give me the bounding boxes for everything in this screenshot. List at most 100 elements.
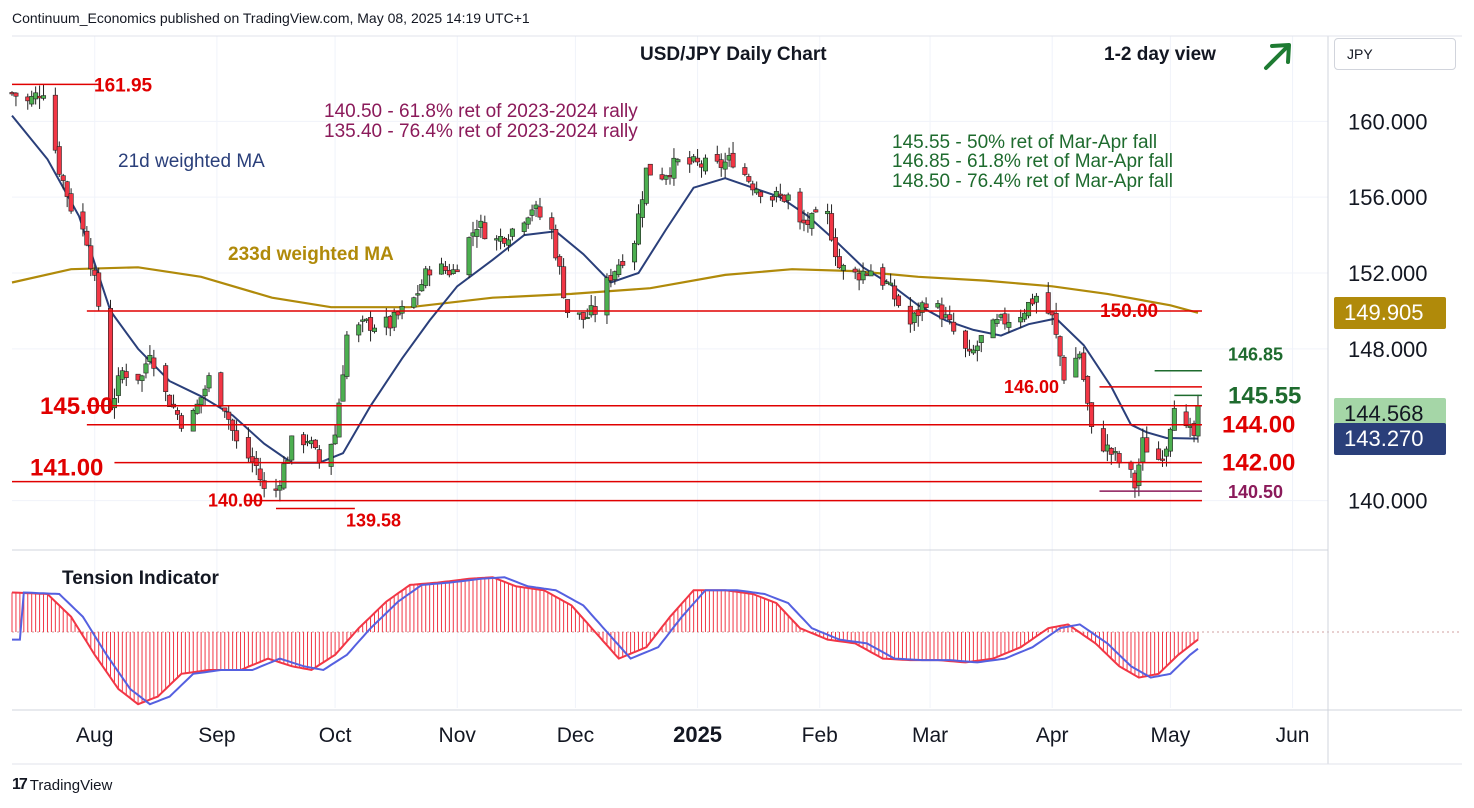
- candle: [671, 148, 677, 186]
- candle-body: [1053, 312, 1059, 335]
- candle: [482, 215, 488, 240]
- candle: [1018, 309, 1024, 329]
- candle-body: [285, 459, 291, 464]
- candle-body: [714, 154, 720, 162]
- candle-body: [529, 209, 535, 216]
- x-tick-label: Aug: [76, 724, 113, 747]
- x-tick-label: Mar: [912, 724, 948, 747]
- candle: [978, 335, 984, 353]
- currency-button[interactable]: JPY: [1334, 38, 1456, 70]
- candle-body: [1116, 453, 1122, 464]
- candle-body: [198, 397, 204, 406]
- level-label: 144.00: [1222, 412, 1295, 439]
- candle: [1160, 450, 1166, 467]
- candle-body: [1061, 356, 1067, 381]
- ma21-line: [11, 114, 1199, 464]
- candle-body: [419, 284, 425, 292]
- candle-body: [115, 375, 121, 396]
- candle-body: [1045, 292, 1051, 314]
- footer-brand[interactable]: 17 TradingView: [12, 776, 112, 794]
- candle-body: [356, 324, 362, 336]
- candle: [592, 296, 598, 323]
- candle-body: [896, 295, 902, 306]
- candle: [29, 90, 35, 107]
- tension-indicator: Tension Indicator: [11, 568, 1462, 706]
- candle: [423, 265, 429, 289]
- candle: [758, 190, 764, 204]
- candle-body: [64, 181, 70, 197]
- candle-body: [809, 213, 815, 229]
- candle: [218, 371, 224, 408]
- grid: [12, 36, 1328, 708]
- candle-body: [1002, 313, 1008, 325]
- candle: [356, 322, 362, 343]
- candle-body: [963, 330, 969, 349]
- candle: [1085, 375, 1091, 411]
- candle: [1100, 420, 1106, 453]
- candle-body: [206, 375, 212, 389]
- tension-signal-line: [12, 576, 1199, 706]
- candle: [553, 224, 559, 261]
- candle: [281, 456, 287, 491]
- candle-body: [33, 92, 39, 100]
- x-tick-label: Sep: [198, 724, 235, 747]
- candle: [466, 236, 472, 279]
- candle: [635, 204, 641, 246]
- candle-body: [825, 210, 831, 215]
- candle-body: [245, 437, 251, 459]
- axes: Aug Sep Oct Nov Dec 2025 Feb Mar Apr May Jun 160.00…: [12, 35, 1462, 765]
- level-label: 146.00: [1004, 377, 1059, 397]
- candle-body: [730, 152, 736, 168]
- candle: [167, 394, 173, 407]
- candle: [1156, 441, 1162, 461]
- x-tick-label: May: [1151, 724, 1191, 747]
- candle: [1006, 313, 1012, 334]
- candle: [825, 203, 831, 225]
- candle-body: [888, 282, 894, 286]
- level-label: 150.00: [1100, 301, 1158, 322]
- candle-body: [632, 243, 638, 263]
- candle: [612, 270, 618, 285]
- candle: [143, 357, 149, 379]
- candle: [123, 363, 129, 387]
- candle-body: [332, 434, 338, 445]
- price-tag-ma21: 143.270: [1334, 422, 1446, 455]
- candle-body: [1136, 464, 1142, 486]
- fib-annotation: 140.50 - 61.8% ret of 2023-2024 rally: [324, 101, 638, 122]
- fib-annotation: 145.55 - 50% ret of Mar-Apr fall: [892, 132, 1157, 153]
- chart-title: USD/JPY Daily Chart: [640, 44, 827, 65]
- candle-body: [758, 191, 764, 197]
- candle: [675, 158, 681, 166]
- candle: [332, 424, 338, 446]
- candle: [1167, 427, 1173, 457]
- candle: [411, 296, 417, 309]
- ma233-label: 233d weighted MA: [228, 244, 394, 265]
- candle-body: [1018, 316, 1024, 323]
- candle: [226, 405, 232, 430]
- candle: [336, 398, 342, 438]
- candle: [951, 312, 957, 335]
- candle-body: [108, 308, 114, 411]
- ma233-line: [11, 266, 1199, 314]
- level-label: 139.58: [346, 511, 401, 531]
- level-label: 142.00: [1222, 450, 1295, 477]
- candle-body: [750, 183, 756, 191]
- candle-body: [194, 403, 200, 414]
- candle-body: [68, 193, 74, 212]
- candle-body: [411, 297, 417, 308]
- candle-body: [939, 304, 945, 320]
- candle: [797, 187, 803, 230]
- candle-body: [702, 157, 708, 172]
- candle-body: [190, 410, 196, 432]
- candle-body: [218, 372, 224, 407]
- y-tick-label: 160.000: [1348, 109, 1428, 134]
- candle: [746, 173, 752, 184]
- candle-body: [951, 321, 957, 332]
- candle: [1026, 301, 1032, 319]
- candle-body: [399, 306, 405, 314]
- tradingview-logo-icon: 17: [12, 776, 28, 793]
- candle-body: [1112, 451, 1118, 454]
- candle-body: [970, 349, 976, 354]
- candle: [1057, 335, 1063, 367]
